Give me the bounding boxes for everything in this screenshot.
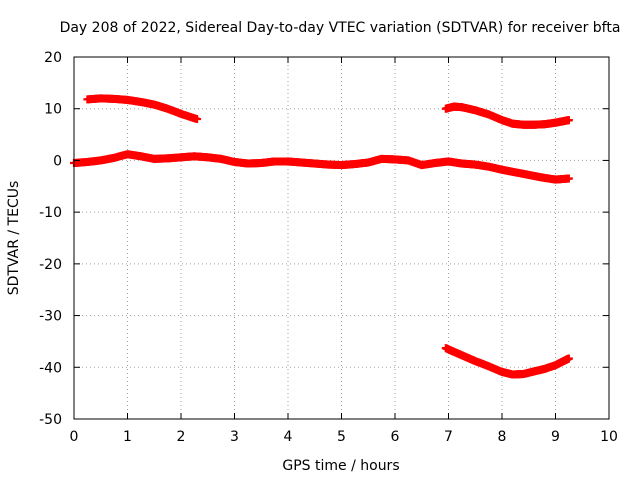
y-tick-label: -40 bbox=[39, 360, 62, 376]
data-points bbox=[70, 94, 573, 379]
y-tick-label: 10 bbox=[44, 102, 62, 118]
series-1 bbox=[83, 94, 202, 124]
x-tick-label: 8 bbox=[498, 429, 507, 445]
y-tick-label: -10 bbox=[39, 205, 62, 221]
grid-lines bbox=[74, 57, 609, 419]
data-point bbox=[564, 116, 573, 125]
data-point bbox=[564, 174, 573, 183]
series-3 bbox=[441, 102, 573, 129]
chart-title: Day 208 of 2022, Sidereal Day-to-day VTE… bbox=[60, 20, 621, 36]
x-tick-label: 7 bbox=[444, 429, 453, 445]
x-axis-ticks: 0 1 2 3 4 5 6 7 8 9 10 bbox=[70, 57, 618, 445]
y-tick-label: 20 bbox=[44, 50, 62, 66]
x-tick-label: 9 bbox=[551, 429, 560, 445]
y-tick-label: -30 bbox=[39, 309, 62, 325]
x-tick-label: 1 bbox=[123, 429, 132, 445]
x-tick-label: 4 bbox=[284, 429, 293, 445]
y-axis-label: SDTVAR / TECUs bbox=[6, 181, 22, 296]
y-tick-label: -50 bbox=[39, 412, 62, 428]
x-tick-label: 3 bbox=[230, 429, 239, 445]
x-tick-label: 0 bbox=[70, 429, 79, 445]
x-tick-label: 10 bbox=[600, 429, 618, 445]
data-point bbox=[564, 354, 573, 363]
series-2 bbox=[70, 150, 573, 184]
x-tick-label: 5 bbox=[337, 429, 346, 445]
series-4 bbox=[441, 344, 573, 379]
data-point bbox=[193, 115, 202, 124]
x-tick-label: 6 bbox=[391, 429, 400, 445]
y-tick-label: 0 bbox=[53, 153, 62, 169]
x-tick-label: 2 bbox=[177, 429, 186, 445]
y-tick-label: -20 bbox=[39, 257, 62, 273]
x-axis-label: GPS time / hours bbox=[282, 458, 399, 474]
y-axis-ticks: -50 -40 -30 -20 -10 0 10 20 bbox=[39, 50, 609, 428]
